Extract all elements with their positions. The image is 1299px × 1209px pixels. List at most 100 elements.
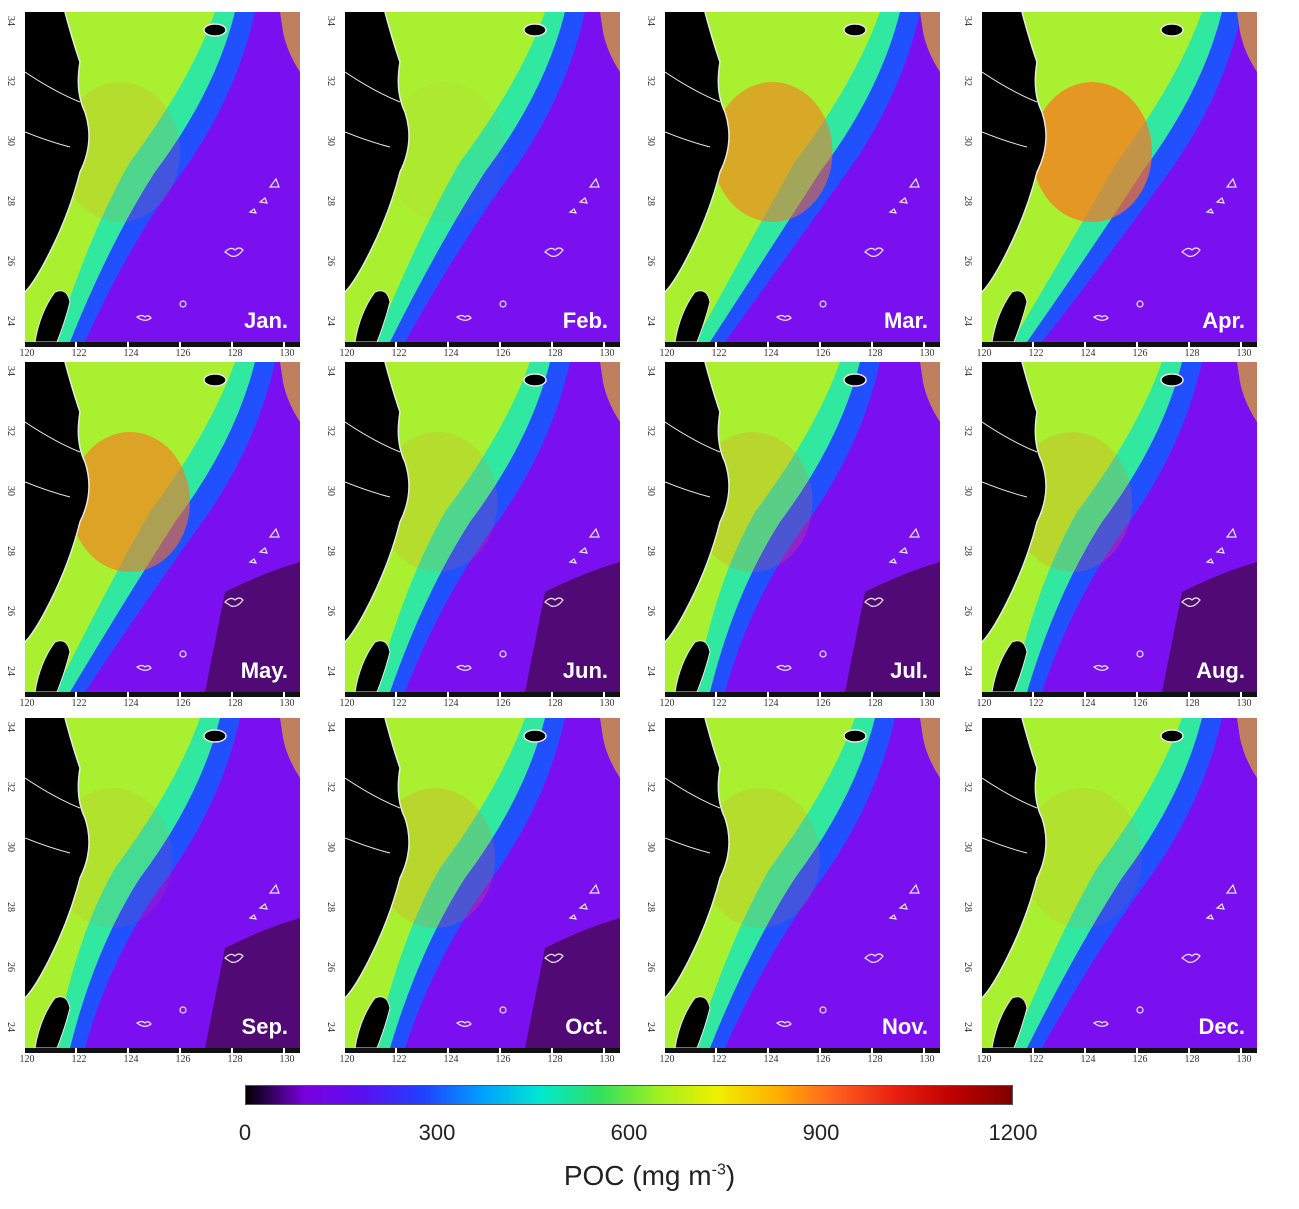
poc-map: Nov. [665,718,940,1048]
longitude-tick: 128 [227,1054,243,1065]
poc-peak-region [700,788,820,928]
river-lines [345,421,401,498]
longitude-ticks: 120 122 124 126 128 130 [20,1054,300,1066]
map-panel: 34 32 30 28 26 24 Oct. 120 122 124 126 128 130 [320,718,620,1065]
longitude-tick: 122 [391,348,407,359]
longitude-tick: 126 [815,698,831,709]
ryukyu-islands-north [888,883,920,920]
miyako-islands [775,664,792,671]
longitude-axis [25,692,300,697]
taiwan-island [354,290,391,342]
ryukyu-islands-north [248,527,280,564]
poc-map: Jun. [345,362,620,692]
longitude-tick: 124 [763,1054,779,1065]
miyako-islands [455,1020,472,1027]
island-dot [499,300,507,308]
latitude-tick: 30 [645,486,656,496]
poc-peak-region [60,82,180,222]
longitude-tick: 124 [443,348,459,359]
longitude-ticks: 120 122 124 126 128 130 [340,348,620,360]
month-label: Jan. [243,308,288,333]
longitude-ticks: 120 122 124 126 128 130 [977,698,1257,710]
longitude-tick: 124 [1080,698,1096,709]
okinawa-island [864,597,884,607]
river-lines [982,71,1038,148]
latitude-tick: 30 [5,136,16,146]
jeju-island [203,373,227,387]
longitude-tick: 128 [1184,1054,1200,1065]
longitude-tick: 130 [599,348,615,359]
deep-ocean-region [205,562,300,692]
poc-colorbar [245,1085,1013,1105]
longitude-tick: 130 [1236,348,1252,359]
longitude-tick: 122 [711,1054,727,1065]
island-dot [179,1006,187,1014]
latitude-tick: 32 [5,426,16,436]
month-label: Jun. [562,658,608,683]
poc-map: Jan. [25,12,300,342]
island-dot [499,1006,507,1014]
kyushu-land [920,12,940,72]
coastline [665,718,730,999]
latitude-tick: 28 [5,546,16,556]
longitude-tick: 126 [175,348,191,359]
latitude-tick: 28 [962,546,973,556]
jeju-island [523,729,547,743]
latitude-ticks: 34 32 30 28 26 24 [320,362,345,692]
longitude-ticks: 120 122 124 126 128 130 [660,698,940,710]
okinawa-island [864,953,884,963]
poc-map: Feb. [345,12,620,342]
map-panel: 34 32 30 28 26 24 Jan. 120 122 124 126 128 130 [0,12,300,359]
poc-peak-region [1022,788,1142,928]
taiwan-island [34,640,71,692]
longitude-axis [25,1048,300,1053]
jeju-island [843,23,867,37]
latitude-tick: 34 [962,366,973,376]
taiwan-island [34,290,71,342]
latitude-tick: 26 [5,962,16,972]
longitude-axis [25,342,300,347]
poc-map: Aug. [982,362,1257,692]
latitude-ticks: 34 32 30 28 26 24 [0,362,25,692]
longitude-tick: 126 [815,1054,831,1065]
month-label: Apr. [1202,308,1245,333]
coastline [25,362,90,643]
latitude-tick: 30 [645,136,656,146]
longitude-tick: 128 [547,698,563,709]
longitude-tick: 120 [976,348,992,359]
poc-map: Mar. [665,12,940,342]
longitude-tick: 122 [391,1054,407,1065]
latitude-tick: 26 [5,256,16,266]
kyushu-land [1237,12,1257,72]
longitude-tick: 122 [1028,1054,1044,1065]
island-dot [179,300,187,308]
deep-ocean-region [525,562,620,692]
longitude-tick: 122 [1028,348,1044,359]
longitude-axis [345,1048,620,1053]
latitude-tick: 24 [962,316,973,326]
poc-map: Sep. [25,718,300,1048]
longitude-tick: 120 [659,348,675,359]
taiwan-island [991,996,1028,1048]
longitude-axis [665,692,940,697]
longitude-tick: 128 [547,348,563,359]
river-lines [665,777,721,854]
latitude-tick: 28 [5,196,16,206]
latitude-tick: 32 [962,426,973,436]
longitude-tick: 130 [279,698,295,709]
longitude-tick: 130 [1236,1054,1252,1065]
longitude-tick: 128 [227,348,243,359]
latitude-tick: 34 [5,366,16,376]
okinawa-island [224,247,244,257]
month-label: Oct. [565,1014,608,1039]
island-dot [1136,650,1144,658]
latitude-ticks: 34 32 30 28 26 24 [320,12,345,342]
month-label: Feb. [562,308,608,333]
island-dot [819,650,827,658]
longitude-tick: 122 [71,698,87,709]
jeju-island [1160,729,1184,743]
latitude-tick: 28 [325,902,336,912]
latitude-tick: 26 [325,962,336,972]
ryukyu-islands-north [1205,527,1237,564]
latitude-tick: 26 [962,606,973,616]
